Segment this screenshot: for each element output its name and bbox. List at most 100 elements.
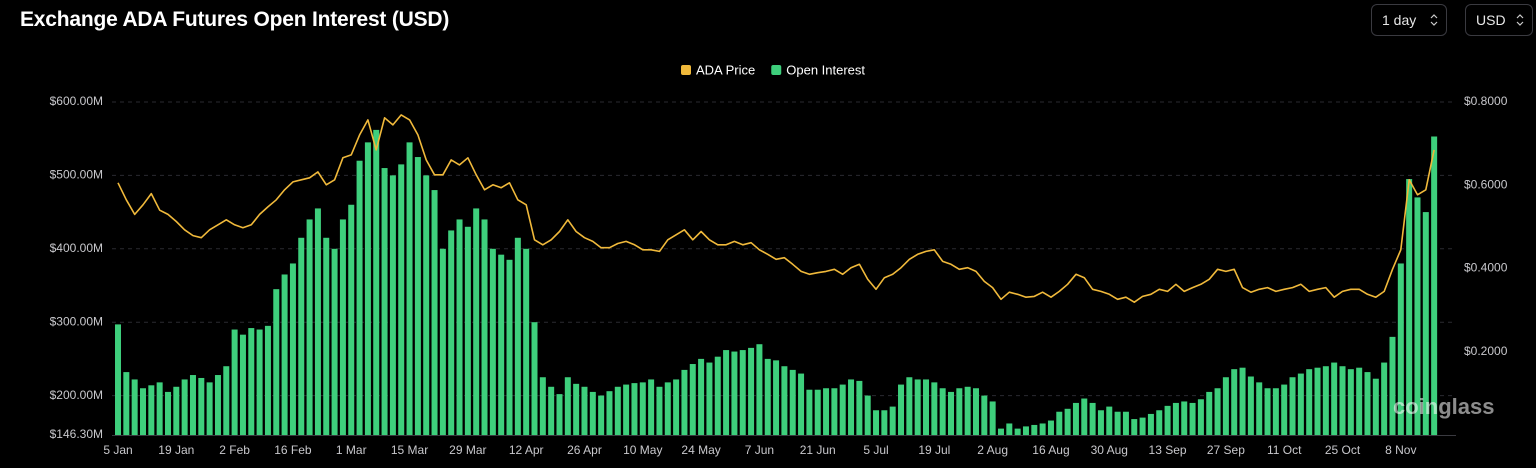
bar (131, 379, 138, 435)
bar (789, 369, 796, 435)
bar (1139, 417, 1146, 435)
x-tick-label: 1 Mar (336, 443, 367, 457)
y2-tick-label: $0.4000 (1464, 261, 1508, 275)
bar (898, 384, 905, 435)
legend-label: Open Interest (786, 62, 865, 77)
y2-tick-label: $0.2000 (1464, 344, 1508, 358)
bar (748, 347, 755, 435)
bar (398, 164, 405, 436)
y-tick-label: $300.00M (50, 314, 103, 328)
bar (198, 377, 205, 435)
bar (1314, 367, 1321, 435)
bar (481, 219, 488, 435)
bar (373, 129, 380, 435)
bar (1364, 372, 1371, 435)
y-tick-label: $146.30M (50, 427, 103, 441)
bar (464, 226, 471, 435)
bar (914, 379, 921, 435)
bar (989, 401, 996, 435)
currency-select[interactable]: USD (1465, 4, 1533, 36)
bar (556, 394, 563, 435)
legend-label: ADA Price (696, 62, 755, 77)
x-tick-label: 25 Oct (1325, 443, 1361, 457)
bar (115, 324, 121, 435)
bar (473, 208, 480, 435)
bar (1147, 413, 1154, 435)
bar (831, 388, 838, 435)
x-tick-label: 10 May (623, 443, 662, 457)
bar (614, 386, 621, 435)
bar (1247, 376, 1254, 435)
bar (1422, 212, 1429, 435)
bar (714, 356, 721, 435)
bar (1289, 377, 1296, 435)
x-tick-label: 7 Jun (745, 443, 774, 457)
legend-swatch (681, 65, 691, 75)
bar (581, 386, 588, 435)
bar (1031, 424, 1038, 435)
bar (731, 351, 738, 435)
bar (1022, 426, 1029, 435)
bar (406, 142, 413, 435)
bar (389, 175, 396, 435)
x-tick-label: 5 Jul (863, 443, 888, 457)
y-tick-label: $600.00M (50, 94, 103, 108)
chevron (1516, 14, 1524, 26)
bar (423, 175, 430, 435)
y-tick-label: $200.00M (50, 388, 103, 402)
bar (997, 428, 1004, 435)
bar (798, 373, 805, 435)
bar (1431, 136, 1438, 435)
chart-title: Exchange ADA Futures Open Interest (USD) (20, 8, 450, 31)
bar (448, 230, 455, 435)
bar (664, 382, 671, 435)
bar (298, 237, 305, 435)
x-tick-label: 16 Aug (1032, 443, 1069, 457)
bar (598, 395, 605, 435)
bar (498, 254, 505, 435)
bar (756, 344, 763, 435)
bar (739, 350, 746, 435)
legend-swatch (771, 65, 782, 75)
bar (1331, 362, 1338, 435)
bar (972, 388, 979, 435)
interval-value: 1 day (1382, 12, 1417, 28)
bar (1089, 402, 1096, 435)
x-tick-label: 13 Sep (1149, 443, 1187, 457)
bar (148, 385, 155, 435)
x-tick-label: 27 Sep (1207, 443, 1245, 457)
bar (281, 274, 288, 435)
interval-select[interactable]: 1 day (1371, 4, 1447, 36)
x-tick-label: 5 Jan (103, 443, 132, 457)
bar (314, 208, 321, 435)
watermark: coinglass (1393, 394, 1494, 419)
bar (523, 248, 530, 435)
bar (214, 375, 221, 435)
bar (1122, 411, 1129, 435)
bar (123, 372, 130, 435)
bar (139, 388, 146, 435)
x-tick-label: 2 Feb (219, 443, 250, 457)
bar (939, 388, 946, 435)
bar (289, 263, 296, 435)
x-tick-label: 11 Oct (1267, 443, 1302, 457)
bar (431, 190, 438, 435)
bar (206, 382, 213, 435)
x-tick-label: 15 Mar (391, 443, 428, 457)
bar (1306, 369, 1313, 435)
bar (1164, 405, 1171, 435)
bar (864, 395, 871, 435)
bar (164, 391, 171, 435)
bar (339, 219, 346, 435)
bar (364, 142, 371, 435)
bar (698, 358, 705, 435)
bar (1381, 362, 1388, 435)
bar (564, 377, 571, 435)
bar (1281, 384, 1288, 435)
bar (1322, 366, 1329, 435)
bar (964, 386, 971, 435)
bar (1039, 423, 1046, 435)
bar (1006, 423, 1013, 435)
bar (906, 377, 913, 435)
